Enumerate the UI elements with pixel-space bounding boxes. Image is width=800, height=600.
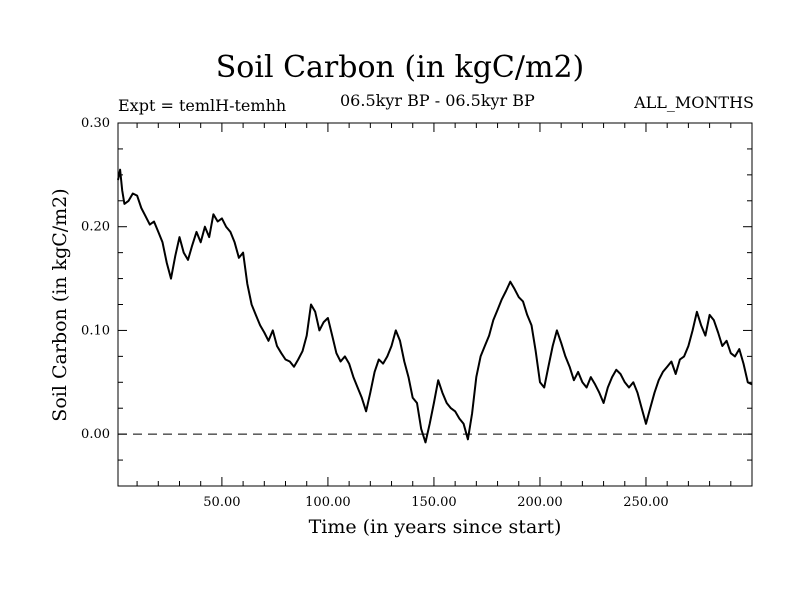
months-label: ALL_MONTHS	[634, 93, 754, 112]
plot-frame	[117, 122, 753, 487]
axis-ticks	[118, 123, 752, 486]
x-tick-label: 150.00	[411, 495, 457, 510]
x-tick-label: 200.00	[517, 495, 563, 510]
y-tick-label: 0.00	[81, 427, 110, 442]
x-tick-label: 50.00	[203, 495, 240, 510]
period-label: 06.5kyr BP - 06.5kyr BP	[340, 91, 535, 110]
axis-tick-labels: 50.00 100.00 150.00 200.00 250.00 0.00 0.10 0.2…	[81, 116, 669, 510]
x-tick-label: 250.00	[623, 495, 669, 510]
y-tick-label: 0.10	[81, 323, 110, 338]
chart-title: Soil Carbon (in kgC/m2)	[215, 50, 585, 85]
y-tick-label: 0.20	[81, 220, 110, 235]
experiment-label: Expt = temlH-temhh	[118, 96, 287, 115]
x-tick-label: 100.00	[305, 495, 351, 510]
series-line-soil-carbon	[117, 168, 753, 444]
y-tick-label: 0.30	[81, 116, 110, 131]
x-axis-label: Time (in years since start)	[308, 516, 562, 538]
